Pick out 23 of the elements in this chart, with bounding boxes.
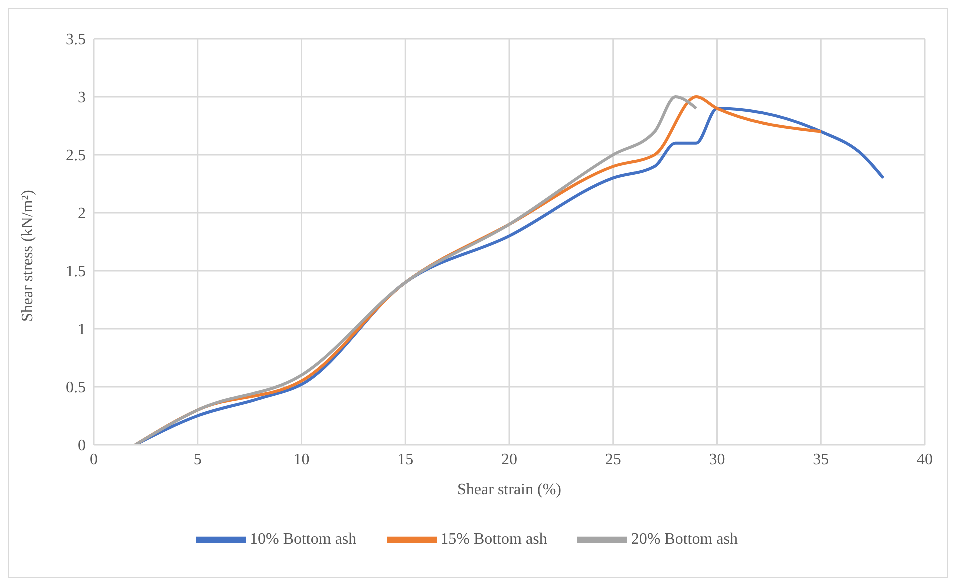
y-tick-label: 0.5 (66, 380, 86, 397)
y-axis-title: Shear stress (kN/m²) (20, 190, 37, 322)
y-tick-label: 0 (78, 438, 86, 455)
x-tick-label: 10 (294, 451, 310, 468)
x-tick-label: 5 (194, 451, 202, 468)
y-tick-label: 1.5 (66, 264, 86, 281)
legend-label: 15% Bottom ash (440, 530, 548, 548)
x-tick-label: 35 (813, 451, 830, 468)
x-tick-label: 40 (917, 451, 933, 468)
y-tick-label: 2.5 (66, 148, 86, 165)
y-tick-label: 3.5 (66, 32, 86, 49)
x-tick-label: 15 (398, 451, 414, 468)
x-tick-label: 30 (709, 451, 726, 468)
y-tick-label: 1 (78, 322, 86, 339)
legend-label: 20% Bottom ash (631, 530, 738, 548)
x-axis-title: Shear strain (%) (458, 481, 562, 498)
legend-label: 10% Bottom ash (250, 530, 357, 548)
y-tick-label: 2 (78, 206, 86, 223)
x-tick-label: 0 (90, 451, 98, 468)
x-tick-label: 20 (502, 451, 518, 468)
y-tick-label: 3 (78, 90, 86, 107)
x-tick-label: 25 (605, 451, 622, 468)
line-series (134, 96, 698, 445)
